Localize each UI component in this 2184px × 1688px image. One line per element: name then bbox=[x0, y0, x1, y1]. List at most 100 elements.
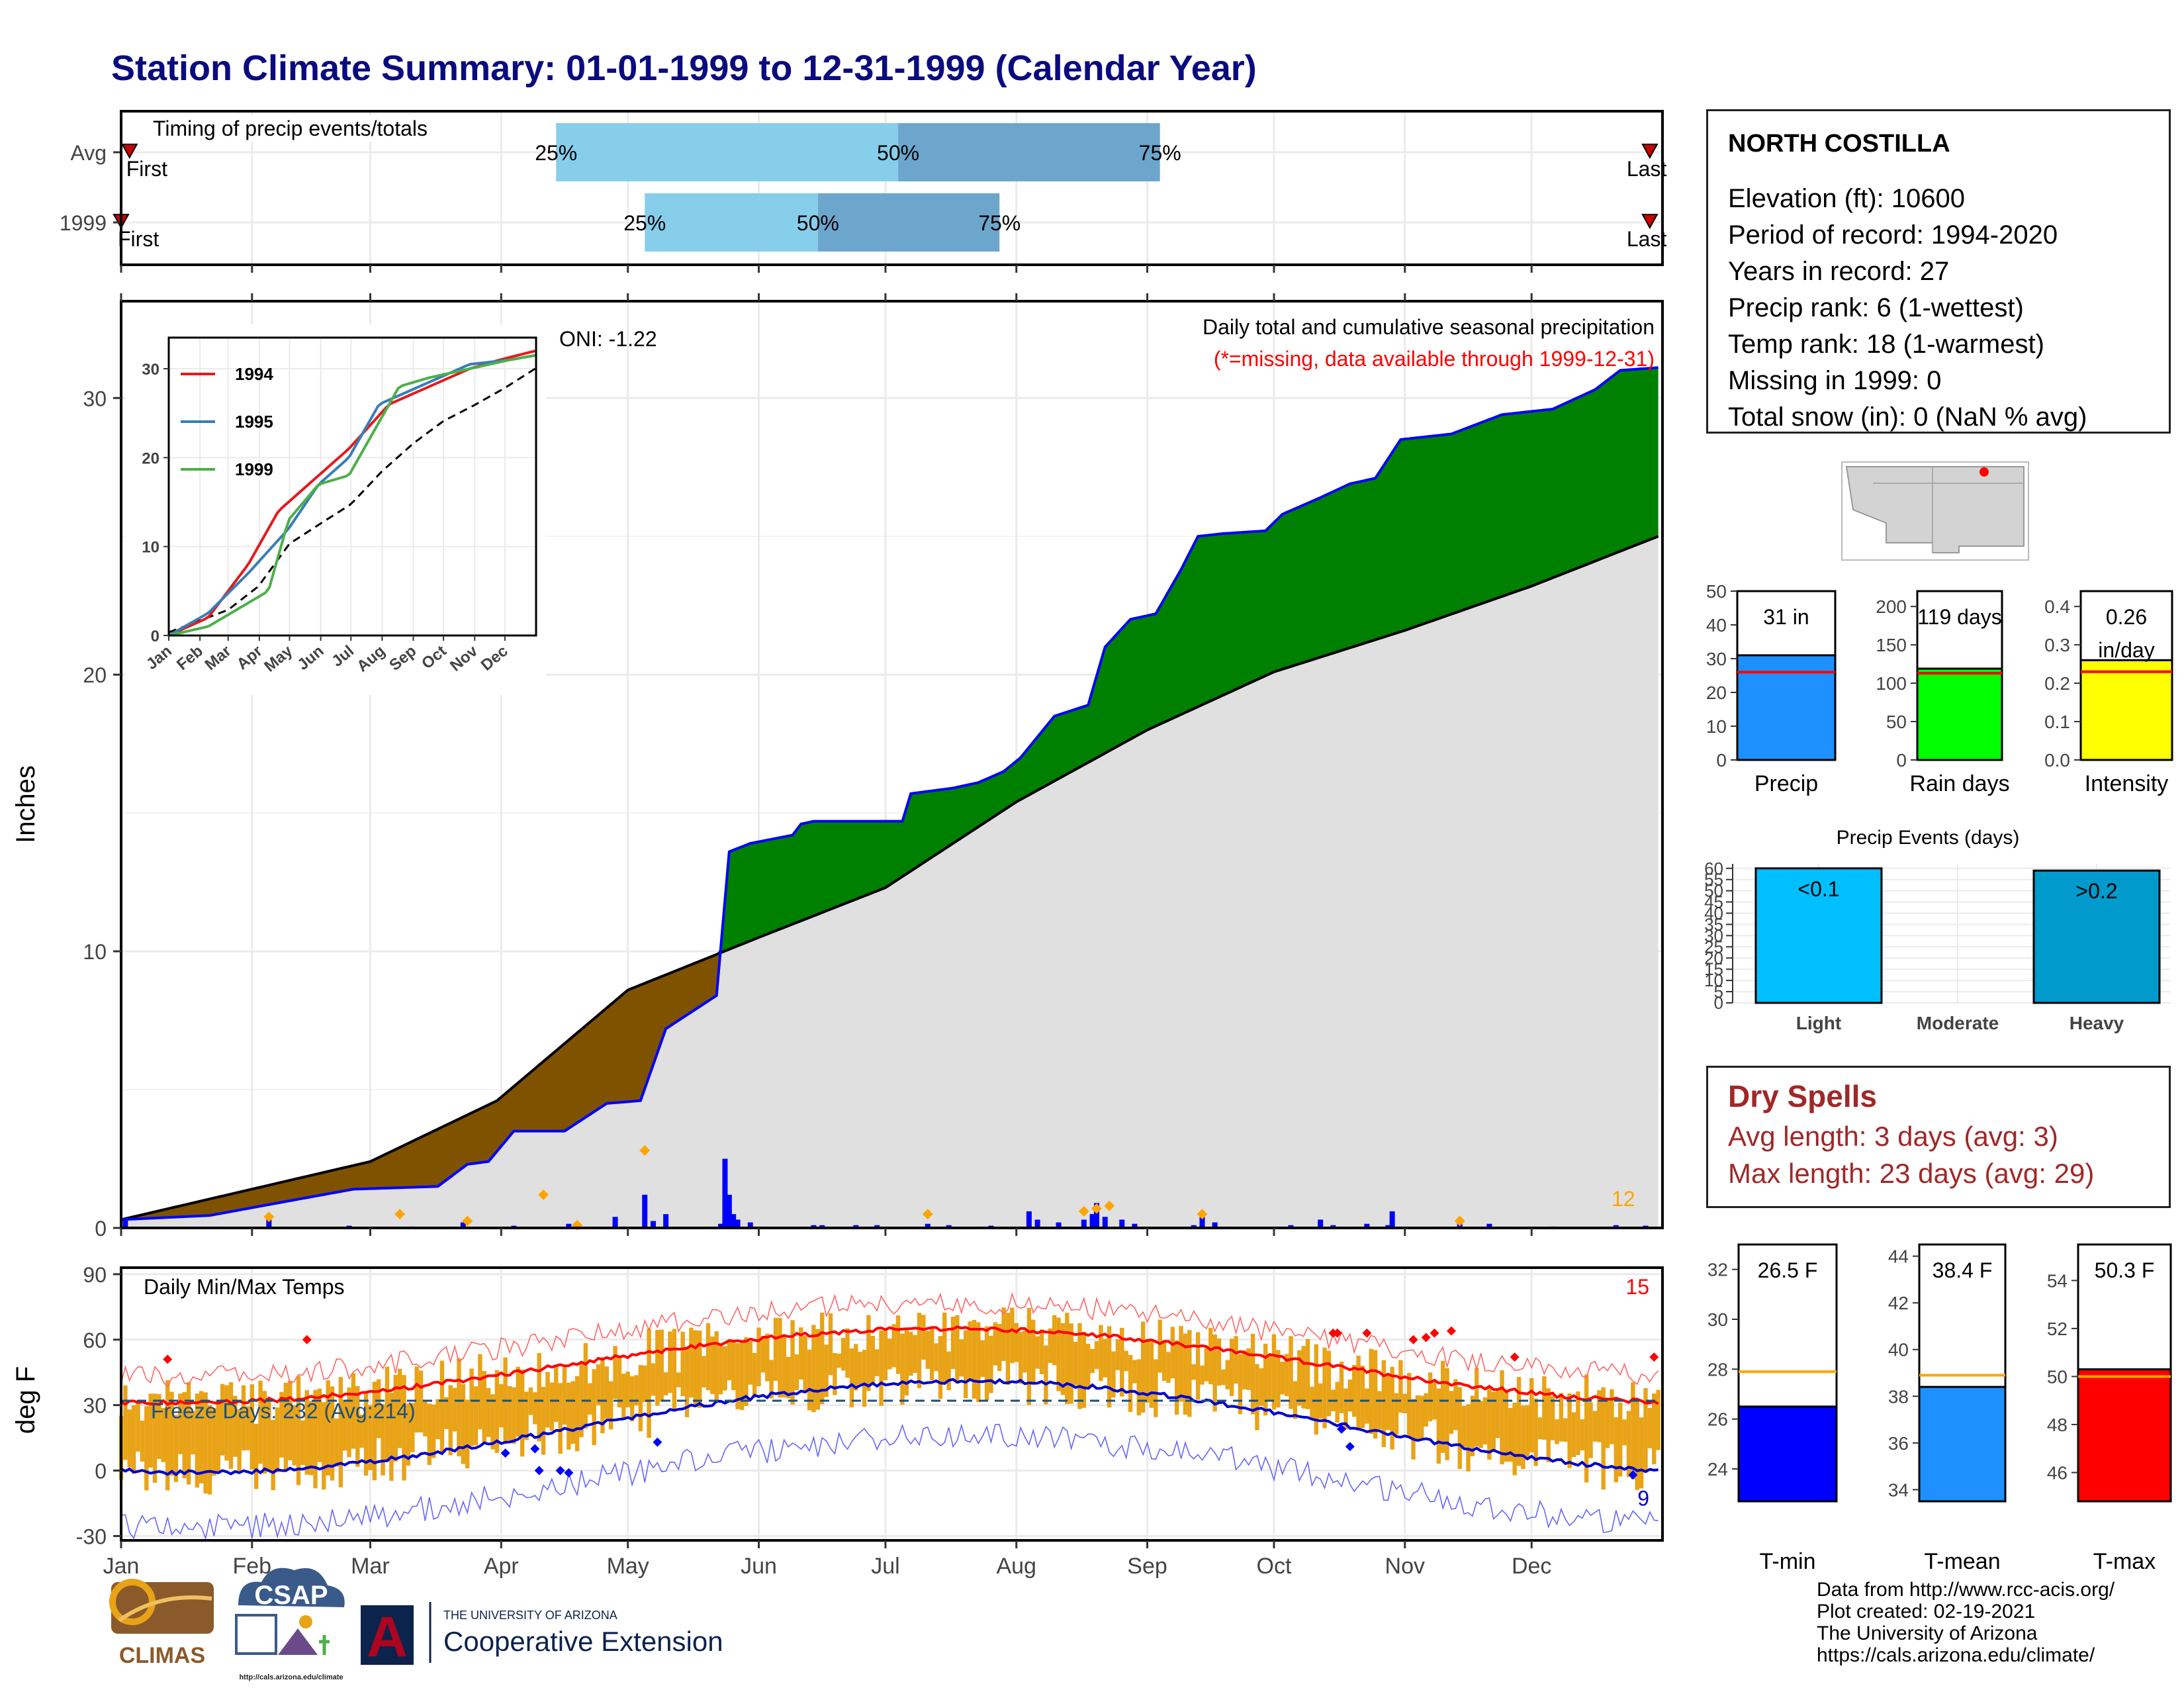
temp-daily-range-bar bbox=[655, 1330, 660, 1406]
temp-daily-range-bar bbox=[845, 1328, 850, 1378]
events-title: Precip Events (days) bbox=[1837, 827, 2020, 849]
temp-hot-marker bbox=[163, 1354, 173, 1364]
temp-daily-range-bar bbox=[993, 1322, 998, 1366]
csap-logo-text: CSAP bbox=[254, 1581, 328, 1610]
station-precip-rank: Precip rank: 6 (1-wettest) bbox=[1728, 293, 2024, 322]
precip-daily-bar bbox=[722, 1158, 728, 1228]
temp-daily-range-bar bbox=[1005, 1313, 1011, 1385]
temp-hot-marker bbox=[1332, 1328, 1342, 1338]
temp-daily-range-bar bbox=[765, 1333, 770, 1382]
temp-daily-range-bar bbox=[1643, 1387, 1648, 1473]
temp-daily-range-bar bbox=[1461, 1405, 1467, 1448]
temp-daily-range-bar bbox=[815, 1329, 821, 1410]
temp-daily-range-bar bbox=[608, 1381, 614, 1430]
temp-daily-range-bar bbox=[1563, 1418, 1568, 1442]
month-tick-label: Jun bbox=[741, 1554, 777, 1579]
temp-daily-range-bar bbox=[604, 1366, 609, 1419]
precip-daily-bar bbox=[718, 1223, 724, 1228]
temp-daily-range-bar bbox=[773, 1317, 778, 1382]
temp-daily-range-bar bbox=[279, 1391, 284, 1458]
temp-daily-range-bar bbox=[588, 1383, 592, 1415]
precip-daily-bar bbox=[874, 1225, 880, 1228]
temp-hot-marker bbox=[1446, 1326, 1456, 1336]
precip-daily-bar bbox=[747, 1222, 753, 1228]
temp-daily-range-bar bbox=[567, 1382, 571, 1450]
temp-daily-range-bar bbox=[123, 1385, 128, 1460]
precip-summary-value-text: 31 in bbox=[1763, 605, 1809, 629]
credit-data-source: Data from http://www.rcc-acis.org/ bbox=[1817, 1579, 2115, 1601]
temp-daily-range-bar bbox=[262, 1391, 267, 1474]
temp-daily-range-bar bbox=[1377, 1391, 1382, 1429]
precip-summary-label: Precip bbox=[1754, 771, 1818, 796]
temp-daily-range-bar bbox=[891, 1324, 896, 1368]
precip-daily-bar bbox=[1034, 1219, 1040, 1228]
temp-daily-range-bar bbox=[406, 1403, 411, 1466]
precip-daily-bar bbox=[1119, 1219, 1125, 1228]
precip-daily-bar bbox=[1212, 1222, 1218, 1228]
temp-daily-range-bar bbox=[1373, 1350, 1378, 1439]
map-state-nm bbox=[1932, 466, 2025, 553]
temp-cold-marker bbox=[1337, 1424, 1347, 1434]
temp-daily-range-bar bbox=[1187, 1330, 1192, 1417]
temp-daily-range-bar bbox=[684, 1347, 690, 1418]
temp-daily-range-bar bbox=[794, 1354, 799, 1390]
temp-daily-range-bar bbox=[1576, 1391, 1580, 1456]
temp-daily-range-bar bbox=[1234, 1336, 1238, 1384]
station-missing: Missing in 1999: 0 bbox=[1728, 366, 1942, 395]
precip-extreme-marker bbox=[1197, 1209, 1208, 1220]
precip-y-tick-label: 20 bbox=[83, 663, 107, 687]
temp-daily-range-bar bbox=[1656, 1389, 1661, 1450]
temp-daily-range-bar bbox=[537, 1353, 541, 1442]
temp-daily-range-bar bbox=[1250, 1333, 1255, 1415]
temp-daily-range-bar bbox=[516, 1366, 520, 1437]
temp-daily-range-bar bbox=[1115, 1339, 1120, 1370]
timing-first-marker bbox=[121, 144, 138, 160]
timing-label-bg bbox=[137, 115, 481, 142]
month-tick-label: Apr bbox=[484, 1554, 519, 1579]
temp-daily-range-bar bbox=[423, 1401, 428, 1436]
dry-spells-box: Dry Spells Avg length: 3 days (avg: 3) M… bbox=[1706, 1066, 2171, 1208]
temp-daily-range-bar bbox=[942, 1312, 947, 1383]
temp-daily-range-bar bbox=[1086, 1344, 1091, 1389]
station-total-snow: Total snow (in): 0 (NaN % avg) bbox=[1728, 402, 2087, 432]
temp-daily-range-bar bbox=[1479, 1401, 1483, 1448]
precip-cumulative-line bbox=[120, 366, 1659, 1221]
temp-daily-range-bar bbox=[659, 1329, 664, 1402]
cold-days-count: 9 bbox=[1637, 1486, 1649, 1510]
temp-daily-range-bar bbox=[381, 1404, 385, 1476]
temp-daily-range-bar bbox=[173, 1415, 179, 1482]
temp-daily-range-bar bbox=[533, 1392, 537, 1425]
temp-daily-range-bar bbox=[1195, 1332, 1201, 1400]
precip-daily-bar bbox=[266, 1217, 272, 1228]
temp-hot-marker bbox=[1408, 1335, 1418, 1344]
temp-daily-range-bar bbox=[1365, 1388, 1369, 1424]
ua-logo-small-text: THE UNIVERSITY OF ARIZONA bbox=[443, 1609, 617, 1622]
inset-background bbox=[126, 324, 546, 695]
events-bar-label: Heavy bbox=[2070, 1013, 2124, 1033]
temp-daily-range-bar bbox=[1559, 1393, 1564, 1442]
temp-daily-range-bar bbox=[233, 1395, 238, 1457]
temp-daily-range-bar bbox=[1580, 1419, 1584, 1450]
temp-cold-marker bbox=[653, 1437, 662, 1447]
temp-daily-range-bar bbox=[389, 1392, 394, 1481]
temp-cold-marker bbox=[1628, 1470, 1638, 1480]
temp-daily-range-bar bbox=[313, 1389, 318, 1489]
figure-title: Station Climate Summary: 01-01-1999 to 1… bbox=[111, 48, 1257, 88]
temp-daily-range-bar bbox=[169, 1391, 174, 1476]
temp-daily-range-bar bbox=[152, 1393, 158, 1483]
precip-daily-bar bbox=[1364, 1223, 1370, 1228]
temp-daily-range-bar bbox=[402, 1375, 406, 1481]
precip-daily-bar bbox=[1102, 1217, 1108, 1228]
temp-daily-range-bar bbox=[1103, 1338, 1107, 1378]
temp-daily-range-bar bbox=[1179, 1326, 1183, 1402]
temp-daily-range-bar bbox=[1322, 1347, 1327, 1429]
precip-daily-bar bbox=[811, 1225, 817, 1228]
temp-daily-range-bar bbox=[1567, 1393, 1572, 1468]
temp-record-high-line bbox=[120, 1292, 1659, 1388]
temp-hot-marker bbox=[1430, 1328, 1439, 1338]
precip-y-axis-label: Inches bbox=[11, 765, 40, 843]
raindays-summary-value-text: 119 days bbox=[1917, 605, 2002, 629]
temp-daily-range-bar bbox=[545, 1372, 550, 1428]
temp-daily-range-bar bbox=[748, 1340, 752, 1385]
temp-daily-range-bar bbox=[520, 1369, 525, 1457]
